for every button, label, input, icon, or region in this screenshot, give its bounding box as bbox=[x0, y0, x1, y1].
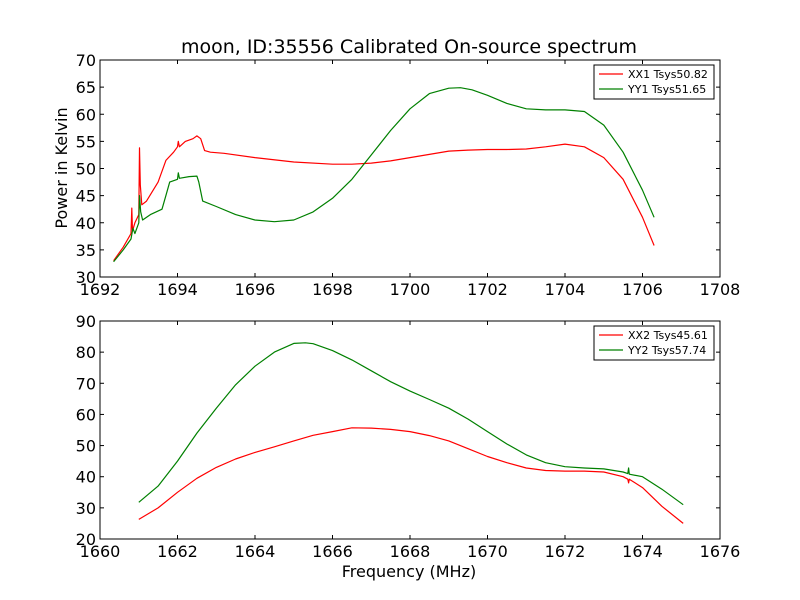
x-tick-label: 1668 bbox=[390, 542, 431, 561]
x-tick-label: 1708 bbox=[700, 280, 741, 299]
y-tick-label: 90 bbox=[76, 312, 96, 331]
y-tick-label: 50 bbox=[76, 160, 96, 179]
legend-entry: YY2 Tsys57.74 bbox=[627, 344, 706, 357]
series-line-yy-panel-1 bbox=[113, 87, 655, 263]
legend-entry: XX2 Tsys45.61 bbox=[628, 329, 708, 342]
y-tick-label: 60 bbox=[76, 405, 96, 424]
y-tick-label: 40 bbox=[76, 214, 96, 233]
chart-title: moon, ID:35556 Calibrated On-source spec… bbox=[181, 36, 637, 58]
x-tick-label: 1694 bbox=[157, 280, 198, 299]
x-tick-label: 1664 bbox=[235, 542, 276, 561]
legend: XX1 Tsys50.82 YY1 Tsys51.65 bbox=[593, 64, 715, 100]
x-tick-label: 1706 bbox=[622, 280, 663, 299]
y-tick-label: 60 bbox=[76, 105, 96, 124]
series-line-xx-panel-1 bbox=[113, 135, 655, 262]
y-tick-label: 45 bbox=[76, 187, 96, 206]
x-axis-label: Frequency (MHz) bbox=[342, 562, 476, 581]
y-tick-label: 50 bbox=[76, 437, 96, 456]
x-tick-label: 1660 bbox=[80, 542, 121, 561]
legend-box bbox=[593, 325, 715, 361]
y-tick-label: 80 bbox=[76, 343, 96, 362]
x-tick-label: 1692 bbox=[80, 280, 121, 299]
x-tick-label: 1670 bbox=[467, 542, 508, 561]
legend-entry: XX1 Tsys50.82 bbox=[628, 68, 708, 81]
y-tick-label: 35 bbox=[76, 241, 96, 260]
y-tick-label: 70 bbox=[76, 51, 96, 70]
bottom-plot-panel: 1660 1662 1664 1666 1668 1670 1672 1674 1676 20 30… bbox=[76, 312, 741, 561]
series-line-yy-panel-2 bbox=[138, 342, 684, 506]
y-tick-label: 40 bbox=[76, 468, 96, 487]
x-tick-label: 1704 bbox=[545, 280, 586, 299]
y-tick-label: 65 bbox=[76, 78, 96, 97]
legend: XX2 Tsys45.61 YY2 Tsys57.74 bbox=[593, 325, 715, 361]
x-tick-label: 1672 bbox=[545, 542, 586, 561]
x-tick-label: 1702 bbox=[467, 280, 508, 299]
y-tick-label: 20 bbox=[76, 530, 96, 549]
y-tick-label: 30 bbox=[76, 268, 96, 287]
x-tick-label: 1698 bbox=[312, 280, 353, 299]
x-tick-label: 1662 bbox=[157, 542, 198, 561]
x-tick-label: 1700 bbox=[390, 280, 431, 299]
y-tick-label: 70 bbox=[76, 374, 96, 393]
x-tick-label: 1674 bbox=[622, 542, 663, 561]
series-line-xx-panel-2 bbox=[138, 427, 684, 524]
x-tick-label: 1666 bbox=[312, 542, 353, 561]
x-tick-label: 1696 bbox=[235, 280, 276, 299]
legend-box bbox=[593, 64, 715, 100]
top-plot-panel: 1692 1694 1696 1698 1700 1702 1704 1706 1708 30 35… bbox=[76, 51, 741, 299]
y-tick-label: 55 bbox=[76, 132, 96, 151]
x-tick-label: 1676 bbox=[700, 542, 741, 561]
y-axis-label: Power in Kelvin bbox=[52, 107, 71, 228]
legend-entry: YY1 Tsys51.65 bbox=[627, 83, 706, 96]
y-tick-label: 30 bbox=[76, 499, 96, 518]
